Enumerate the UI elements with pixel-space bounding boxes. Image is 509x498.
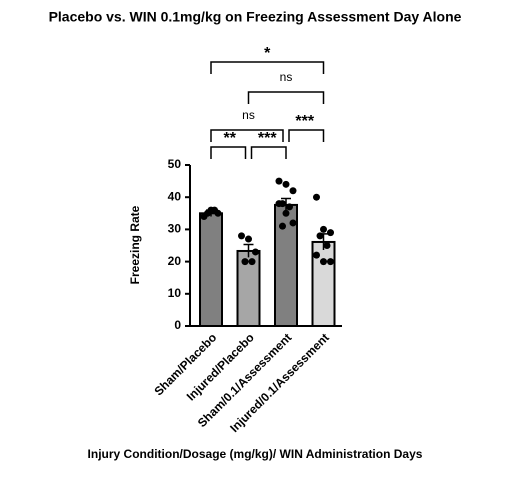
data-point <box>289 219 297 227</box>
y-tick-label: 40 <box>168 189 182 203</box>
data-point <box>275 200 283 208</box>
data-point <box>320 258 327 266</box>
data-point <box>279 222 286 230</box>
y-tick-label: 50 <box>168 157 182 171</box>
data-point <box>282 180 290 188</box>
significance-bracket <box>210 61 325 74</box>
data-point <box>275 177 283 185</box>
data-point <box>320 225 327 233</box>
bar <box>236 249 261 327</box>
data-point <box>248 258 256 266</box>
data-point <box>211 206 218 214</box>
data-point <box>245 235 252 243</box>
error-bar <box>281 197 291 212</box>
data-point <box>286 203 293 211</box>
data-point <box>327 258 334 266</box>
x-tick-label: Sham/Placebo <box>151 330 219 398</box>
bar <box>199 212 223 327</box>
data-point <box>323 242 331 249</box>
significance-label: *** <box>295 113 314 130</box>
y-tick-label: 30 <box>168 222 182 236</box>
data-point <box>241 258 249 266</box>
y-tick-label: 20 <box>168 254 182 268</box>
y-tick-label: 0 <box>174 318 181 332</box>
x-tick-label: Injured/Placebo <box>184 330 257 403</box>
significance-bracket <box>288 129 325 142</box>
significance-bracket <box>250 146 287 159</box>
x-axis-title: Injury Condition/Dosage (mg/kg)/ WIN Adm… <box>88 447 423 461</box>
data-point <box>252 248 259 256</box>
data-point <box>313 193 320 201</box>
error-bar <box>243 243 254 258</box>
significance-bracket <box>210 146 247 159</box>
significance-bracket <box>247 91 325 104</box>
data-point <box>238 232 245 240</box>
chart-title: Placebo vs. WIN 0.1mg/kg on Freezing Ass… <box>49 9 462 25</box>
data-point <box>327 229 334 237</box>
significance-bracket <box>210 129 284 142</box>
significance-label: ns <box>280 70 293 84</box>
significance-label: * <box>264 45 271 62</box>
data-point <box>282 209 290 217</box>
significance-label: ns <box>242 108 255 122</box>
significance-label: *** <box>258 130 277 147</box>
significance-label: ** <box>224 130 237 147</box>
data-point <box>313 251 320 259</box>
data-point <box>289 187 297 195</box>
y-axis-title: Freezing Rate <box>128 205 142 284</box>
y-tick-label: 10 <box>168 286 182 300</box>
data-point <box>204 209 211 217</box>
data-point <box>316 232 324 240</box>
